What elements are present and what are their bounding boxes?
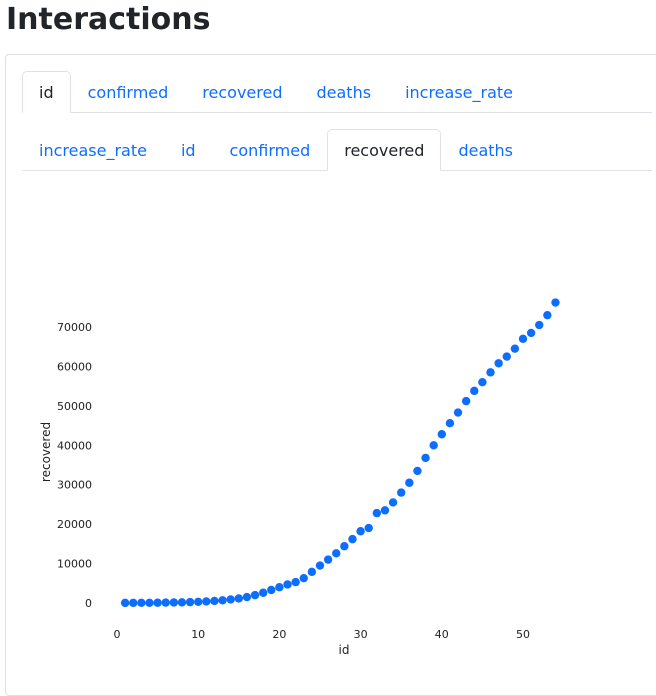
data-point	[137, 598, 146, 608]
data-point	[210, 596, 219, 606]
y-tick-label: 30000	[57, 479, 92, 492]
data-point	[461, 396, 471, 406]
inner-tab-id[interactable]: id	[180, 141, 196, 160]
x-axis-label: id	[339, 643, 350, 657]
data-point	[129, 598, 138, 608]
data-point	[307, 567, 317, 577]
y-tick-label: 20000	[57, 518, 92, 531]
data-point	[494, 359, 503, 368]
data-point	[283, 580, 292, 589]
y-tick-label: 60000	[57, 360, 92, 373]
data-point	[437, 430, 446, 439]
data-point	[551, 298, 560, 307]
data-point	[194, 597, 203, 607]
data-point	[364, 523, 373, 533]
data-point	[405, 478, 414, 487]
page-title: Interactions	[6, 2, 211, 37]
data-point	[218, 596, 227, 605]
data-point	[478, 378, 487, 387]
x-tick-label: 20	[272, 628, 286, 641]
data-point	[202, 597, 211, 606]
outer-tab-bar: id confirmed recovered deaths increase_rate	[22, 71, 530, 113]
data-point	[453, 408, 463, 417]
data-point	[502, 352, 511, 361]
outer-tab-deaths[interactable]: deaths	[316, 83, 372, 102]
data-point	[258, 588, 268, 597]
inner-tab-bar: increase_rate id confirmed recovered deaths	[22, 129, 530, 171]
data-point	[356, 527, 365, 536]
y-tick-label: 40000	[57, 439, 92, 452]
data-point	[510, 344, 520, 353]
data-point	[153, 598, 162, 607]
inner-tab-confirmed[interactable]: confirmed	[229, 141, 311, 160]
y-tick-label: 10000	[57, 558, 92, 571]
data-point	[169, 598, 179, 607]
inner-tab-deaths[interactable]: deaths	[458, 141, 513, 160]
data-point	[161, 598, 170, 607]
x-tick-label: 40	[435, 628, 449, 641]
inner-tab-recovered[interactable]: recovered	[327, 129, 442, 171]
outer-tab-increase-rate[interactable]: increase_rate	[405, 83, 513, 102]
data-point	[145, 598, 154, 607]
outer-tabs-divider	[22, 112, 652, 113]
data-point	[340, 542, 349, 551]
data-point	[421, 453, 430, 463]
y-axis-label: recovered	[39, 422, 53, 482]
outer-tab-recovered[interactable]: recovered	[202, 83, 283, 102]
data-point	[275, 583, 284, 592]
x-tick-label: 30	[354, 628, 368, 641]
data-point	[177, 598, 187, 607]
data-points	[120, 298, 560, 608]
data-point	[380, 506, 390, 515]
data-point	[535, 320, 544, 330]
data-point	[120, 598, 130, 608]
data-point	[486, 368, 495, 377]
data-point	[397, 488, 406, 497]
data-point	[543, 310, 552, 320]
data-point	[226, 595, 235, 604]
data-point	[526, 328, 536, 338]
data-point	[185, 597, 195, 607]
data-point	[234, 594, 243, 603]
data-point	[242, 592, 252, 602]
outer-tab-confirmed[interactable]: confirmed	[87, 83, 169, 102]
data-point	[429, 441, 438, 450]
y-tick-label: 70000	[57, 321, 92, 334]
data-point	[291, 577, 300, 587]
data-point	[518, 334, 528, 344]
data-point	[299, 573, 308, 583]
data-point	[445, 419, 455, 428]
x-axis: 0 10 20 30 40 50	[114, 628, 531, 641]
y-tick-label: 0	[85, 597, 92, 610]
data-point	[470, 386, 479, 396]
x-tick-label: 0	[114, 628, 121, 641]
scatter-chart: 0 10000 20000 30000 40000 50000 60000 70000 0 10…	[39, 298, 560, 657]
y-tick-label: 50000	[57, 400, 92, 413]
data-point	[332, 549, 341, 558]
data-point	[388, 498, 398, 507]
data-point	[413, 466, 422, 476]
data-point	[315, 561, 325, 570]
x-tick-label: 10	[191, 628, 205, 641]
data-point	[323, 555, 333, 564]
outer-tab-id[interactable]: id	[22, 71, 71, 113]
data-point	[267, 585, 276, 595]
inner-tab-increase-rate[interactable]: increase_rate	[39, 141, 147, 160]
data-point	[348, 534, 357, 544]
data-point	[372, 508, 382, 518]
y-axis: 0 10000 20000 30000 40000 50000 60000 70000	[57, 321, 92, 610]
x-tick-label: 50	[516, 628, 530, 641]
data-point	[250, 590, 260, 600]
